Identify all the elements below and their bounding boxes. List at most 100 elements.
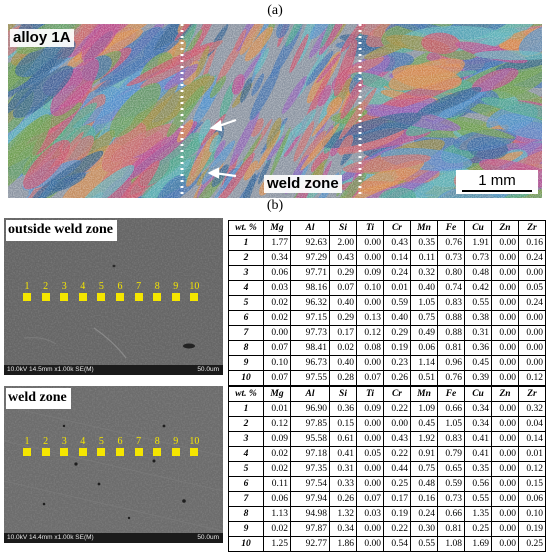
table-cell: 0.07: [263, 370, 291, 386]
table-cell: 0.00: [263, 325, 291, 341]
measurement-point-marker: 4: [74, 436, 92, 456]
table-row: 1 0.01 96.90 0.36 0.09 0.22 1.09 0.66 0.34 0.00 0.…: [228, 401, 546, 417]
table-cell: 0.12: [356, 325, 384, 341]
row-number: 7: [228, 491, 264, 507]
measurement-point-square: [134, 448, 143, 456]
table-cell: 1.25: [263, 536, 291, 552]
table-cell: 0.29: [329, 265, 357, 281]
column-header: Si: [329, 220, 357, 236]
table-cell: 0.32: [410, 265, 438, 281]
table-cell: 92.77: [290, 536, 330, 552]
table-cell: 0.15: [329, 416, 357, 432]
measurement-point-number: 7: [136, 436, 142, 447]
table-cell: 0.73: [464, 250, 492, 266]
measurement-point-marker: 8: [148, 281, 166, 301]
table-cell: 1.32: [329, 506, 357, 522]
measurement-point-marker: 5: [92, 436, 110, 456]
sem-image-weld-zone: weld zone 1 2 3 4 5 6 7 8 9 10 10.0kV 14.4mm x1.0…: [4, 386, 223, 543]
table-cell: 1.08: [437, 536, 465, 552]
measurement-point-number: 9: [173, 436, 179, 447]
alloy-label: alloy 1A: [10, 29, 74, 47]
table-row: 7 0.06 97.94 0.26 0.07 0.17 0.16 0.73 0.55 0.00 0.…: [228, 491, 546, 507]
table-cell: 0.59: [383, 295, 411, 311]
table-cell: 0.10: [356, 280, 384, 296]
measurement-point-square: [190, 293, 199, 301]
row-number: 7: [228, 325, 264, 341]
sem-image-outside-weld: outside weld zone 1 2 3 4 5 6 7 8 9 10 10.0kV 14.…: [4, 218, 223, 375]
measurement-point-square: [134, 293, 143, 301]
table-cell: 0.40: [329, 355, 357, 371]
measurement-point-marker: 3: [55, 436, 73, 456]
row-number: 4: [228, 280, 264, 296]
table-cell: 0.00: [356, 521, 384, 537]
measurement-point-number: 10: [189, 436, 200, 447]
table-cell: 0.06: [410, 340, 438, 356]
measurement-point-marker: 7: [130, 281, 148, 301]
table-cell: 1.77: [263, 235, 291, 251]
table-cell: 0.24: [383, 265, 411, 281]
column-header: Zn: [491, 220, 519, 236]
table-cell: 0.15: [518, 476, 546, 492]
measurement-point-number: 4: [80, 436, 86, 447]
row-number: 2: [228, 250, 264, 266]
table-cell: 0.05: [356, 446, 384, 462]
table-cell: 97.54: [290, 476, 330, 492]
measurement-point-number: 5: [98, 281, 104, 292]
table-cell: 0.88: [437, 325, 465, 341]
table-cell: 0.45: [410, 416, 438, 432]
table-cell: 0.24: [518, 250, 546, 266]
table-row: 8 1.13 94.98 1.32 0.03 0.19 0.24 0.66 1.35 0.00 0.…: [228, 506, 546, 522]
table-cell: 0.61: [329, 431, 357, 447]
measurement-point-number: 8: [154, 436, 160, 447]
measurement-point-square: [153, 448, 162, 456]
row-number: 5: [228, 461, 264, 477]
table-cell: 0.00: [491, 521, 519, 537]
table-cell: 0.16: [518, 235, 546, 251]
table-cell: 0.36: [329, 401, 357, 417]
sem-info-text: 10.0kV 14.4mm x1.00k SE(M): [7, 534, 94, 541]
table-cell: 97.85: [290, 416, 330, 432]
column-header: Cr: [383, 386, 411, 402]
table-cell: 0.76: [437, 370, 465, 386]
table-cell: 0.02: [263, 310, 291, 326]
table-cell: 0.00: [491, 325, 519, 341]
row-number: 6: [228, 310, 264, 326]
table-cell: 0.41: [464, 446, 492, 462]
table-cell: 0.00: [518, 340, 546, 356]
measurement-point-square: [41, 448, 50, 456]
row-number: 10: [228, 536, 264, 552]
table-cell: 0.00: [491, 280, 519, 296]
table-cell: 0.48: [464, 265, 492, 281]
table-row: 5 0.02 96.32 0.40 0.00 0.59 1.05 0.83 0.55 0.00 0.…: [228, 295, 546, 311]
measurement-point-square: [171, 293, 180, 301]
measurement-point-marker: 7: [130, 436, 148, 456]
column-header: Mn: [410, 220, 438, 236]
row-number: 1: [228, 401, 264, 417]
table-cell: 0.00: [491, 370, 519, 386]
table-cell: 0.55: [410, 536, 438, 552]
table-cell: 0.73: [437, 491, 465, 507]
table-cell: 0.11: [263, 476, 291, 492]
table-cell: 0.66: [437, 401, 465, 417]
table-cell: 0.30: [410, 521, 438, 537]
table-cell: 97.35: [290, 461, 330, 477]
column-header: Ti: [356, 220, 384, 236]
measurement-point-number: 1: [24, 436, 30, 447]
table-row: 1 1.77 92.63 2.00 0.00 0.43 0.35 0.76 1.91 0.00 0.…: [228, 235, 546, 251]
table-cell: 0.25: [464, 521, 492, 537]
sem-texture: [4, 218, 223, 375]
table-cell: 1.14: [410, 355, 438, 371]
table-cell: 0.88: [437, 310, 465, 326]
table-cell: 0.17: [383, 491, 411, 507]
table-cell: 0.41: [329, 446, 357, 462]
table-cell: 97.71: [290, 265, 330, 281]
column-header: Si: [329, 386, 357, 402]
table-cell: 0.00: [491, 355, 519, 371]
arrow-icon: [207, 118, 237, 179]
table-cell: 0.39: [464, 370, 492, 386]
table-row: 2 0.12 97.85 0.15 0.00 0.00 0.45 1.05 0.34 0.00 0.…: [228, 416, 546, 432]
table-cell: 0.14: [383, 250, 411, 266]
measurement-point-marker: 6: [111, 281, 129, 301]
table-cell: 0.10: [518, 506, 546, 522]
table-cell: 0.00: [491, 431, 519, 447]
